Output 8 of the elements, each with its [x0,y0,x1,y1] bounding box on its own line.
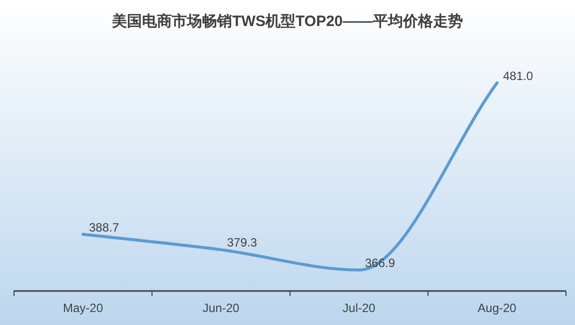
x-tick-label: Jul-20 [342,301,376,315]
x-tick-label: Jun-20 [202,301,240,315]
x-tick-label: Aug-20 [478,301,517,315]
chart-title: 美国电商市场畅销TWS机型TOP20——平均价格走势 [111,12,463,30]
data-label: 379.3 [227,236,258,250]
data-label: 388.7 [89,220,120,234]
data-label: 481.0 [503,69,534,83]
x-tick-label: May-20 [62,301,104,315]
